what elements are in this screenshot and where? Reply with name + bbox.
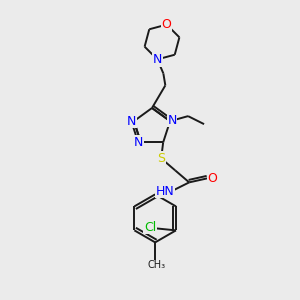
- Text: S: S: [157, 152, 165, 165]
- Text: N: N: [134, 136, 143, 149]
- Text: O: O: [207, 172, 217, 185]
- Text: N: N: [167, 114, 177, 127]
- Text: Cl: Cl: [144, 221, 156, 234]
- Text: N: N: [153, 53, 162, 66]
- Text: O: O: [162, 18, 172, 31]
- Text: CH₃: CH₃: [147, 260, 165, 270]
- Text: N: N: [127, 115, 136, 128]
- Text: HN: HN: [156, 185, 175, 198]
